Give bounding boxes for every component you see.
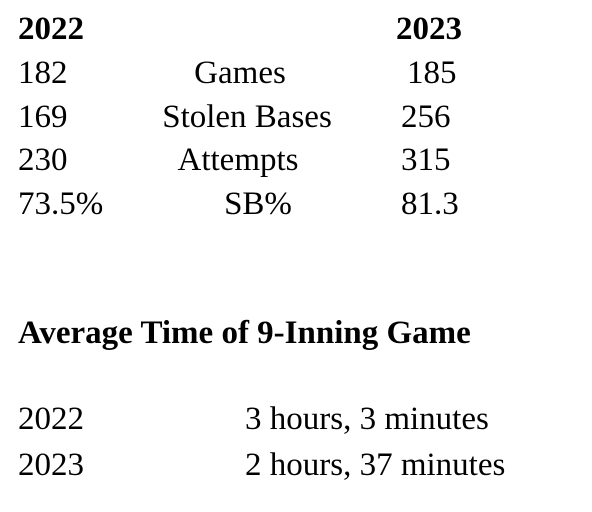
- row-value-2022: 169: [18, 99, 68, 135]
- row-duration: 3 hours, 3 minutes: [245, 401, 489, 437]
- row-value-2022: 182: [18, 55, 68, 91]
- section-heading: Average Time of 9-Inning Game: [18, 315, 471, 351]
- row-label: SB%: [224, 186, 292, 222]
- row-value-2023: 256: [401, 99, 451, 135]
- row-value-2022: 73.5%: [18, 186, 104, 222]
- row-year: 2023: [18, 447, 84, 483]
- row-label: Games: [194, 55, 286, 91]
- row-value-2022: 230: [18, 142, 68, 178]
- row-year: 2022: [18, 401, 84, 437]
- row-value-2023: 185: [407, 55, 457, 91]
- row-label: Attempts: [177, 142, 299, 178]
- row-label: Stolen Bases: [162, 99, 332, 135]
- header-year-2022: 2022: [18, 11, 84, 47]
- header-year-2023: 2023: [396, 11, 462, 47]
- row-duration: 2 hours, 37 minutes: [245, 447, 506, 483]
- row-value-2023: 81.3: [401, 186, 459, 222]
- row-value-2023: 315: [401, 142, 451, 178]
